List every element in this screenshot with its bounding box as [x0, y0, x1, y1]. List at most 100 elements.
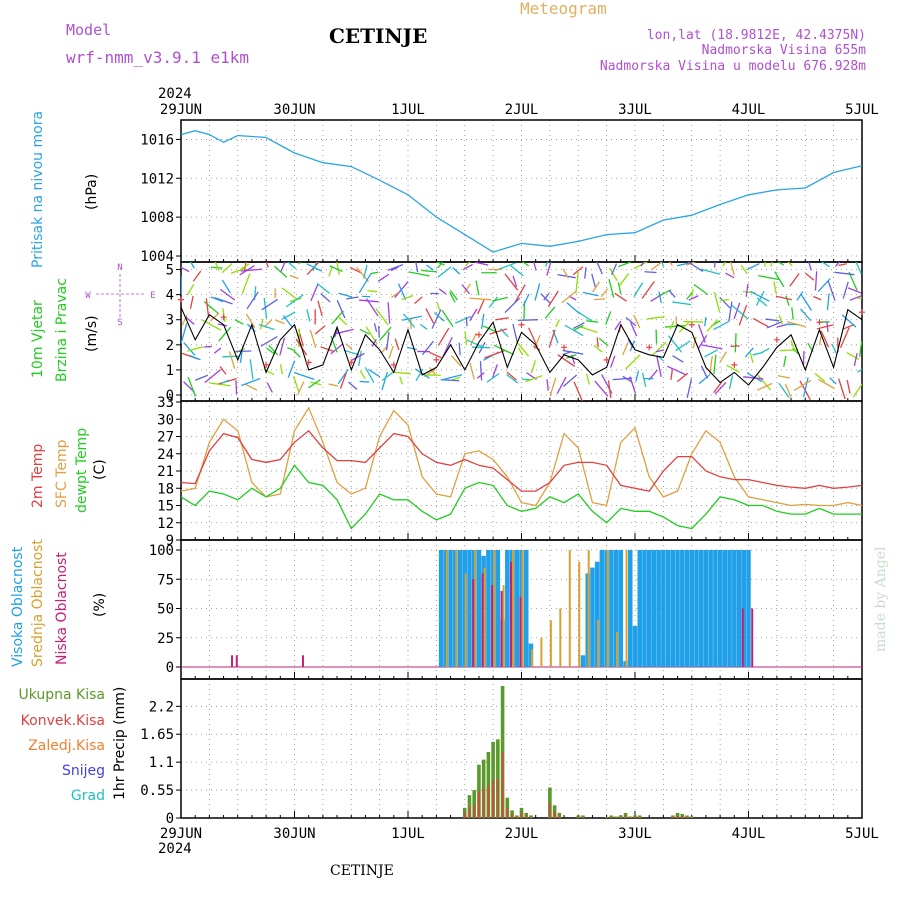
wind-arrow — [504, 273, 519, 291]
wind-arrow — [437, 327, 450, 346]
wind-arrow — [796, 291, 804, 301]
wind-arrow — [596, 337, 599, 348]
wind-arrow — [543, 292, 550, 301]
wind-arrow — [728, 375, 734, 389]
wind-arrow — [240, 268, 263, 272]
wind-arrow — [549, 377, 557, 397]
y-tick-label: 27 — [157, 430, 174, 446]
wind-arrow — [756, 382, 773, 391]
precip-bar-convective — [638, 816, 641, 818]
wind-arrow — [461, 284, 470, 295]
wind-arrow — [800, 293, 813, 311]
wind-arrow — [481, 313, 485, 329]
wind-arrow — [713, 291, 721, 313]
wind-arrow — [831, 343, 838, 354]
cloud-bar — [599, 550, 605, 667]
wind-arrow — [486, 372, 500, 383]
wind-arrow — [544, 262, 549, 267]
wind-arrow — [521, 262, 530, 267]
wind-arrow — [598, 337, 609, 347]
wind-arrow — [686, 378, 693, 399]
wind-arrow — [293, 375, 300, 393]
cloud-bar — [486, 550, 491, 667]
wind-arrow — [263, 297, 268, 319]
wind-arrow — [592, 281, 601, 293]
wind-arrow — [622, 375, 633, 383]
cloud-bar — [722, 550, 728, 667]
precip-bar-convective — [501, 752, 504, 818]
x-label-bottom: 30JUN — [273, 826, 315, 842]
precip-bar — [496, 739, 500, 818]
cloud-bar — [491, 585, 494, 667]
wind-arrow — [175, 275, 178, 286]
legend-zaledj: Zaledj.Kisa — [28, 738, 105, 754]
temp-ylabel-3: dewpt Temp — [74, 428, 90, 513]
wind-arrow — [557, 354, 576, 367]
wind-arrow — [431, 309, 442, 329]
cloud-bar — [512, 550, 515, 667]
precip-bar-convective — [511, 814, 513, 818]
pressure-unit: (hPa) — [84, 174, 100, 210]
sfc-temp-line — [180, 406, 863, 507]
wind-arrow — [266, 347, 275, 355]
cloud-bar — [732, 550, 737, 667]
watermark: made by Angel — [873, 546, 889, 652]
y-tick-label: 1016 — [140, 132, 174, 148]
station-title: CETINJE — [329, 24, 427, 48]
wind-arrow — [310, 283, 319, 302]
wind-arrow — [713, 321, 729, 331]
cloud-bar — [530, 649, 533, 667]
precip-legend: Ukupna Kisa Konvek.Kisa Zaledj.Kisa Snij… — [18, 687, 105, 804]
wind-unit: (m/s) — [84, 315, 100, 352]
wind-arrow — [672, 301, 692, 306]
wind-arrow — [359, 370, 366, 379]
wind-arrow — [820, 262, 830, 268]
wind-arrow — [336, 300, 346, 319]
cloud-bar — [637, 550, 642, 667]
wind-arrow — [752, 317, 769, 328]
wind-arrow — [181, 322, 188, 344]
x-label-bottom: 2JUL — [505, 826, 539, 842]
gust-marker — [561, 344, 568, 351]
wind-arrow — [510, 265, 524, 277]
wind-arrow — [777, 262, 785, 266]
precip-bar-convective — [620, 816, 622, 818]
wind-arrow — [847, 287, 862, 294]
x-label-bottom: 29JUN — [160, 826, 202, 842]
wind-arrow — [546, 379, 549, 391]
y-tick-label: 21 — [157, 464, 174, 480]
wind-arrow — [546, 262, 552, 276]
wind-arrow — [280, 262, 286, 272]
panel-pressure: 1004 1008 1012 1016 — [140, 119, 863, 265]
wind-arrow — [181, 266, 190, 273]
wind-arrow — [415, 262, 419, 273]
wind-arrow — [338, 316, 348, 326]
y-tick-label: 2.2 — [149, 699, 174, 715]
wind-arrow — [814, 372, 826, 383]
wind-arrow — [731, 304, 749, 320]
wind-arrow — [245, 313, 256, 328]
wind-arrow — [228, 351, 236, 370]
wind-arrow — [846, 380, 851, 394]
y-titles: Pritisak na nivou mora (hPa) 10m Vjetar … — [10, 111, 128, 800]
wind-arrow — [387, 264, 404, 271]
wind-arrow — [548, 329, 556, 348]
gust-marker — [178, 296, 184, 303]
wind-arrow — [633, 282, 644, 297]
wind-arrow — [562, 268, 569, 279]
y-tick-label: 0 — [166, 811, 174, 827]
wind-arrow — [442, 336, 453, 357]
cloud-bar — [578, 561, 581, 667]
wind-arrow — [285, 294, 304, 308]
wind-arrow — [720, 298, 729, 302]
y-tick-label: 30 — [157, 412, 174, 428]
cloud-bar — [642, 550, 647, 667]
wind-arrow — [282, 315, 293, 328]
y-tick-label: 75 — [157, 572, 174, 588]
wind-arrow — [675, 340, 691, 352]
cloud-bar — [472, 579, 475, 667]
cloud-bar — [597, 620, 600, 667]
wind-arrow — [573, 324, 584, 331]
wind-arrow — [491, 364, 498, 379]
